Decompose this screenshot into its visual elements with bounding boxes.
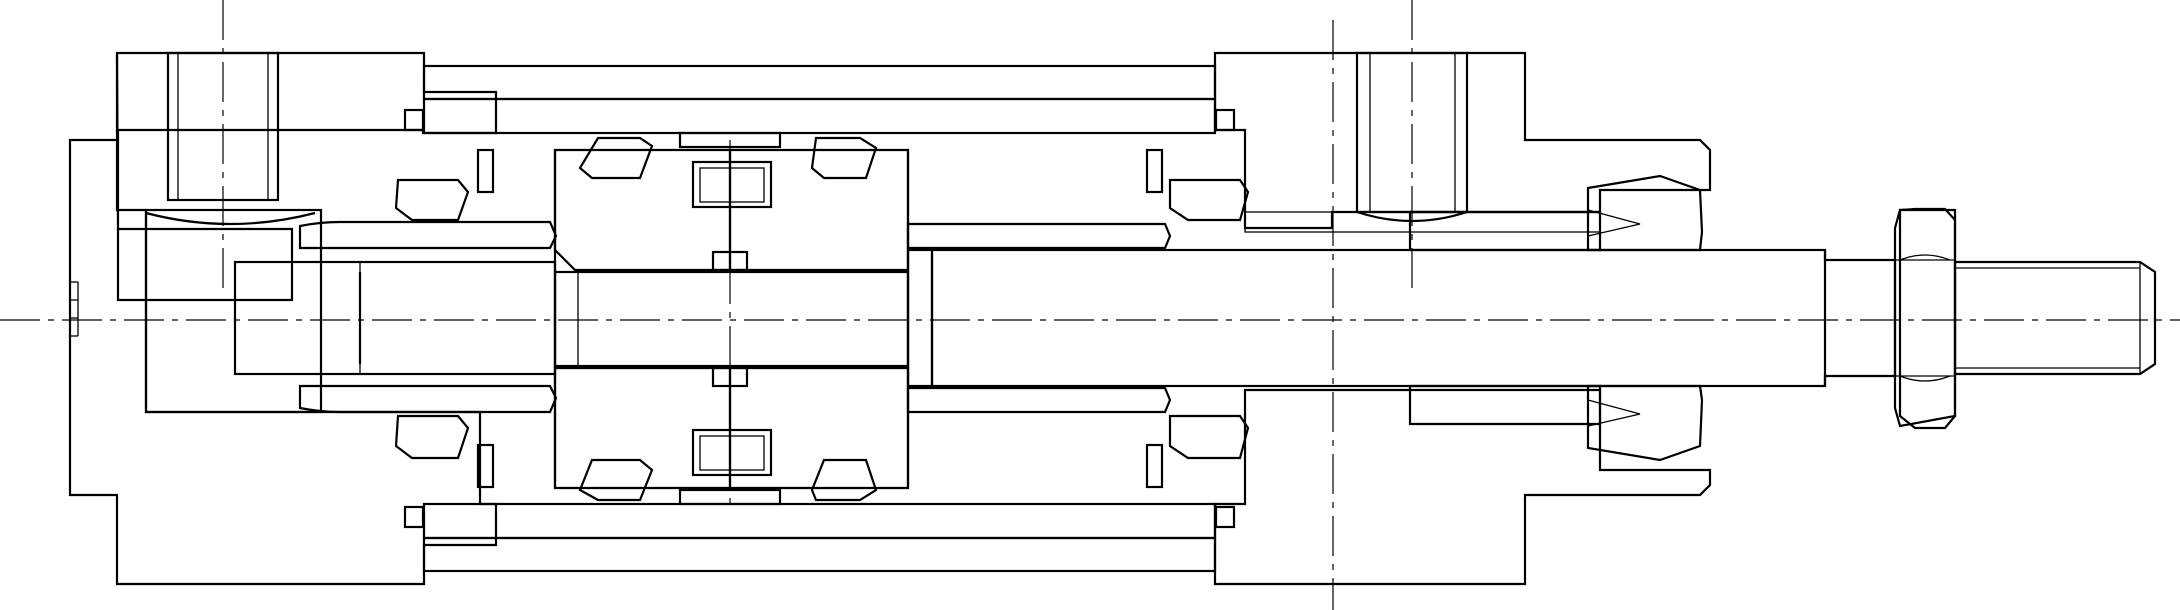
barrel-o-ring	[403, 108, 1236, 529]
tie-rod-port	[70, 281, 79, 337]
rear-cushion-sleeve	[298, 220, 558, 414]
piston	[553, 148, 910, 490]
rod-nut	[1893, 207, 1957, 430]
front-cushion-sleeve	[906, 222, 1172, 414]
magnet-ring	[691, 160, 773, 477]
barrel-outer-tube	[422, 64, 1217, 573]
piston-seal	[578, 136, 878, 502]
rod-seal	[1586, 174, 1704, 462]
front-end-cap	[1213, 51, 1712, 586]
rod-bushing	[1408, 210, 1602, 426]
cushion-seal	[394, 148, 1250, 489]
piston-rod	[233, 248, 2157, 388]
